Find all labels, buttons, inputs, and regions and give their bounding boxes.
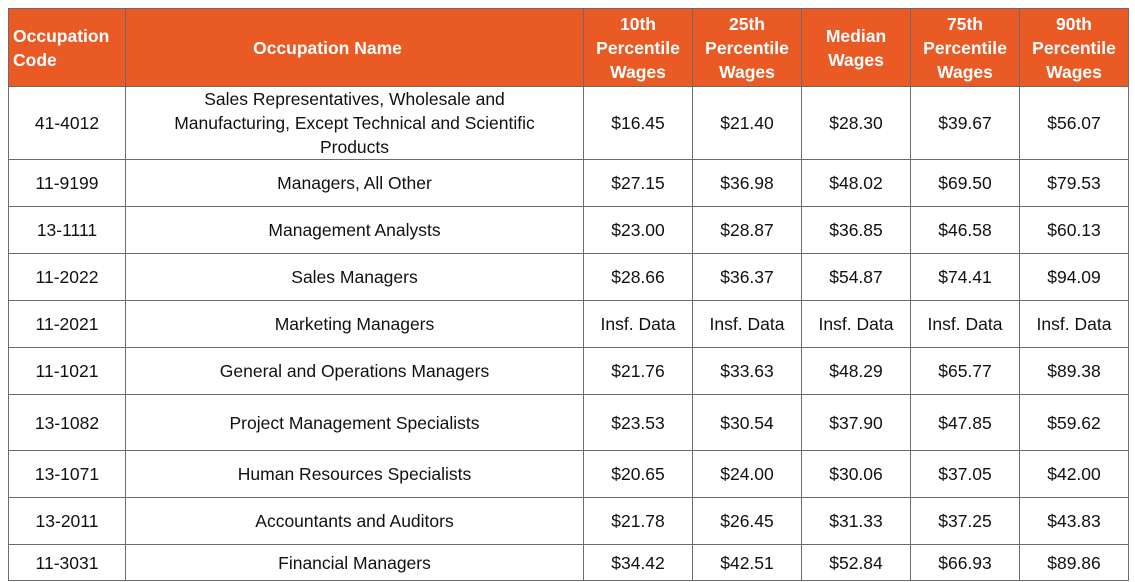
- table-row: 13-1082 Project Management Specialists $23…: [8, 394, 1129, 451]
- code-cell: 13-2011: [8, 497, 126, 545]
- wage-cell: $31.33: [801, 497, 911, 545]
- code-cell: 11-9199: [8, 159, 126, 207]
- wage-cell: $66.93: [910, 544, 1020, 581]
- header-cell: Occupation Name: [125, 8, 584, 87]
- table-row: 11-3031 Financial Managers $34.42 $42.51 $52…: [8, 544, 1129, 581]
- wage-cell: $37.90: [801, 394, 911, 451]
- name-cell: Financial Managers: [125, 544, 584, 581]
- wage-cell: $74.41: [910, 253, 1020, 301]
- code-cell: 13-1071: [8, 450, 126, 498]
- code-cell: 11-3031: [8, 544, 126, 581]
- table-row: 11-9199 Managers, All Other $27.15 $36.98 $4…: [8, 159, 1129, 207]
- wage-cell: $59.62: [1019, 394, 1129, 451]
- wage-cell: $43.83: [1019, 497, 1129, 545]
- wage-cell: Insf. Data: [692, 300, 802, 348]
- wage-cell: $37.25: [910, 497, 1020, 545]
- table-row: 11-2021 Marketing Managers Insf. Data Insf.…: [8, 300, 1129, 348]
- wage-cell: $79.53: [1019, 159, 1129, 207]
- header-cell: 75th Percentile Wages: [910, 8, 1020, 87]
- wage-cell: $24.00: [692, 450, 802, 498]
- wage-cell: $30.06: [801, 450, 911, 498]
- table-row: 11-1021 General and Operations Managers $2…: [8, 347, 1129, 395]
- wage-cell: $39.67: [910, 86, 1020, 160]
- code-cell: 13-1082: [8, 394, 126, 451]
- header-row: Occupation Code Occupation Name 10th Perce…: [8, 8, 1129, 87]
- name-cell: Sales Representatives, Wholesale and Man…: [125, 86, 584, 160]
- wage-cell: $21.78: [583, 497, 693, 545]
- header-cell: Occupation Code: [8, 8, 126, 87]
- name-cell: Project Management Specialists: [125, 394, 584, 451]
- wage-cell: Insf. Data: [1019, 300, 1129, 348]
- wage-cell: $28.30: [801, 86, 911, 160]
- wage-cell: $54.87: [801, 253, 911, 301]
- wage-cell: $23.53: [583, 394, 693, 451]
- wage-cell: $36.37: [692, 253, 802, 301]
- wage-cell: $94.09: [1019, 253, 1129, 301]
- name-cell: General and Operations Managers: [125, 347, 584, 395]
- code-cell: 11-2021: [8, 300, 126, 348]
- wage-cell: $89.86: [1019, 544, 1129, 581]
- wage-table: Occupation Code Occupation Name 10th Perce…: [8, 8, 1129, 581]
- header-cell: 10th Percentile Wages: [583, 8, 693, 87]
- header-cell: 90th Percentile Wages: [1019, 8, 1129, 87]
- code-cell: 11-1021: [8, 347, 126, 395]
- code-cell: 41-4012: [8, 86, 126, 160]
- wage-cell: $36.98: [692, 159, 802, 207]
- table-row: 13-1111 Management Analysts $23.00 $28.87 $3…: [8, 206, 1129, 254]
- header-cell: Median Wages: [801, 8, 911, 87]
- wage-cell: $42.51: [692, 544, 802, 581]
- table-row: 11-2022 Sales Managers $28.66 $36.37 $54.87 $…: [8, 253, 1129, 301]
- wage-cell: $37.05: [910, 450, 1020, 498]
- wage-cell: $60.13: [1019, 206, 1129, 254]
- wage-cell: $46.58: [910, 206, 1020, 254]
- wage-cell: $36.85: [801, 206, 911, 254]
- name-cell: Management Analysts: [125, 206, 584, 254]
- name-cell: Accountants and Auditors: [125, 497, 584, 545]
- wage-cell: $89.38: [1019, 347, 1129, 395]
- name-cell: Marketing Managers: [125, 300, 584, 348]
- table-row: 41-4012 Sales Representatives, Wholesale …: [8, 86, 1129, 160]
- wage-cell: $28.87: [692, 206, 802, 254]
- wage-cell: $21.76: [583, 347, 693, 395]
- wage-cell: $56.07: [1019, 86, 1129, 160]
- wage-cell: $69.50: [910, 159, 1020, 207]
- wage-cell: $30.54: [692, 394, 802, 451]
- wage-cell: $27.15: [583, 159, 693, 207]
- wage-cell: Insf. Data: [583, 300, 693, 348]
- wage-cell: $16.45: [583, 86, 693, 160]
- code-cell: 11-2022: [8, 253, 126, 301]
- name-cell: Sales Managers: [125, 253, 584, 301]
- wage-cell: $33.63: [692, 347, 802, 395]
- wage-cell: $34.42: [583, 544, 693, 581]
- table-row: 13-2011 Accountants and Auditors $21.78 $26…: [8, 497, 1129, 545]
- header-cell: 25th Percentile Wages: [692, 8, 802, 87]
- code-cell: 13-1111: [8, 206, 126, 254]
- wage-cell: Insf. Data: [910, 300, 1020, 348]
- wage-cell: $52.84: [801, 544, 911, 581]
- wage-cell: $20.65: [583, 450, 693, 498]
- wage-cell: $65.77: [910, 347, 1020, 395]
- name-cell: Human Resources Specialists: [125, 450, 584, 498]
- name-cell: Managers, All Other: [125, 159, 584, 207]
- wage-cell: $48.02: [801, 159, 911, 207]
- wage-cell: Insf. Data: [801, 300, 911, 348]
- wage-cell: $23.00: [583, 206, 693, 254]
- wage-cell: $47.85: [910, 394, 1020, 451]
- wage-cell: $42.00: [1019, 450, 1129, 498]
- wage-cell: $28.66: [583, 253, 693, 301]
- wage-cell: $26.45: [692, 497, 802, 545]
- table-row: 13-1071 Human Resources Specialists $20.65…: [8, 450, 1129, 498]
- wage-cell: $21.40: [692, 86, 802, 160]
- wage-cell: $48.29: [801, 347, 911, 395]
